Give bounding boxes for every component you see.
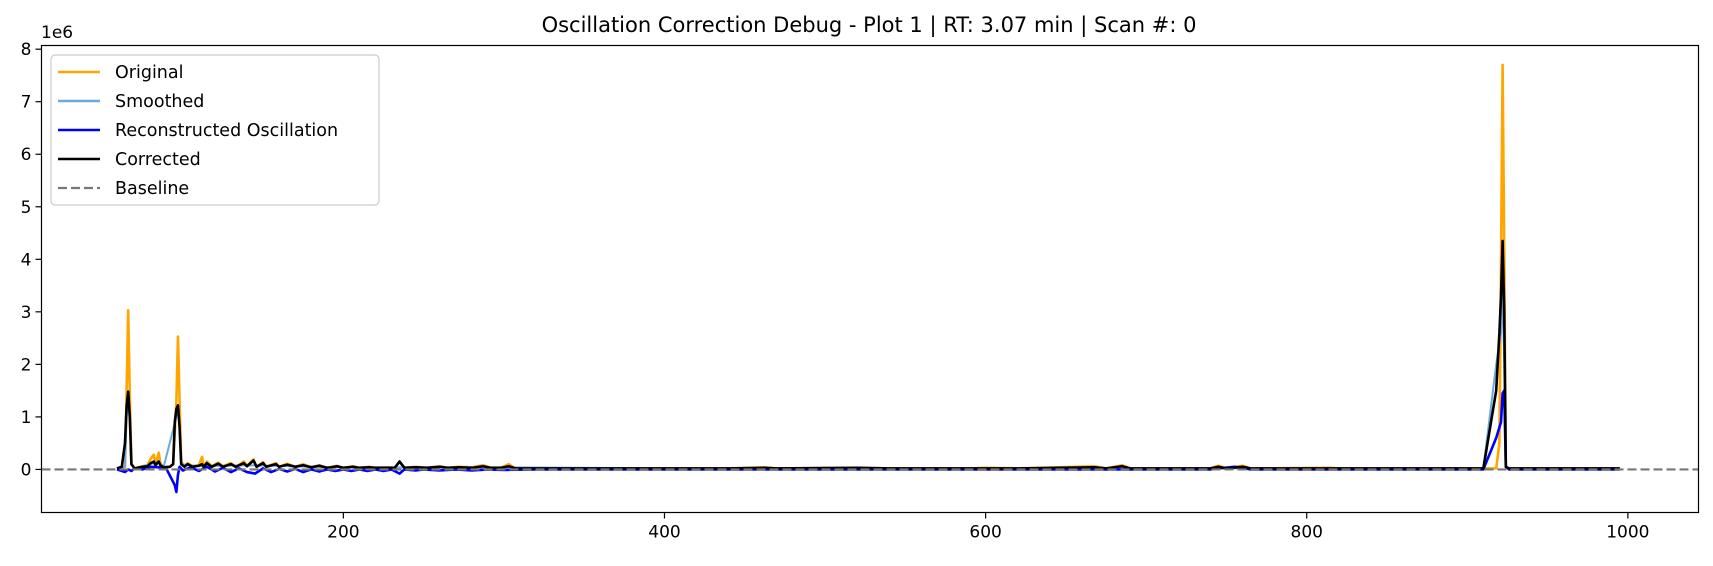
y-tick-label: 1 <box>21 408 32 428</box>
legend-label: Smoothed <box>115 92 204 112</box>
y-tick-label: 8 <box>21 40 32 60</box>
y-tick-label: 3 <box>21 303 32 323</box>
legend-frame <box>50 54 380 206</box>
series-line-corrected <box>116 239 1620 470</box>
x-tick-label: 200 <box>327 523 359 543</box>
series-line-smoothed <box>116 289 1620 470</box>
y-axis: 0 1 2 3 4 5 6 7 8 <box>21 40 42 480</box>
legend-label: Reconstructed Oscillation <box>115 121 338 141</box>
y-tick-label: 5 <box>21 198 32 218</box>
x-tick-label: 800 <box>1291 523 1323 543</box>
plot-area <box>41 63 1699 494</box>
y-tick-label: 4 <box>21 250 32 270</box>
chart-title: Oscillation Correction Debug - Plot 1 | … <box>542 13 1197 38</box>
y-tick-label: 7 <box>21 93 32 113</box>
x-tick-label: 400 <box>648 523 680 543</box>
legend-label: Original <box>115 63 183 83</box>
x-tick-label: 1000 <box>1606 523 1649 543</box>
y-axis-offset-label: 1e6 <box>41 23 73 43</box>
y-tick-label: 6 <box>21 145 32 165</box>
series-line-reconstructed-oscillation <box>116 389 1620 494</box>
legend-label: Baseline <box>115 179 189 199</box>
x-axis: 200 400 600 800 1000 <box>327 512 1649 543</box>
axes-frame <box>40 44 1700 514</box>
legend: Original Smoothed Reconstructed Oscillatio… <box>50 54 380 206</box>
y-tick-label: 2 <box>21 355 32 375</box>
x-tick-label: 600 <box>969 523 1001 543</box>
legend-label: Corrected <box>115 150 201 170</box>
y-tick-label: 0 <box>21 460 32 480</box>
